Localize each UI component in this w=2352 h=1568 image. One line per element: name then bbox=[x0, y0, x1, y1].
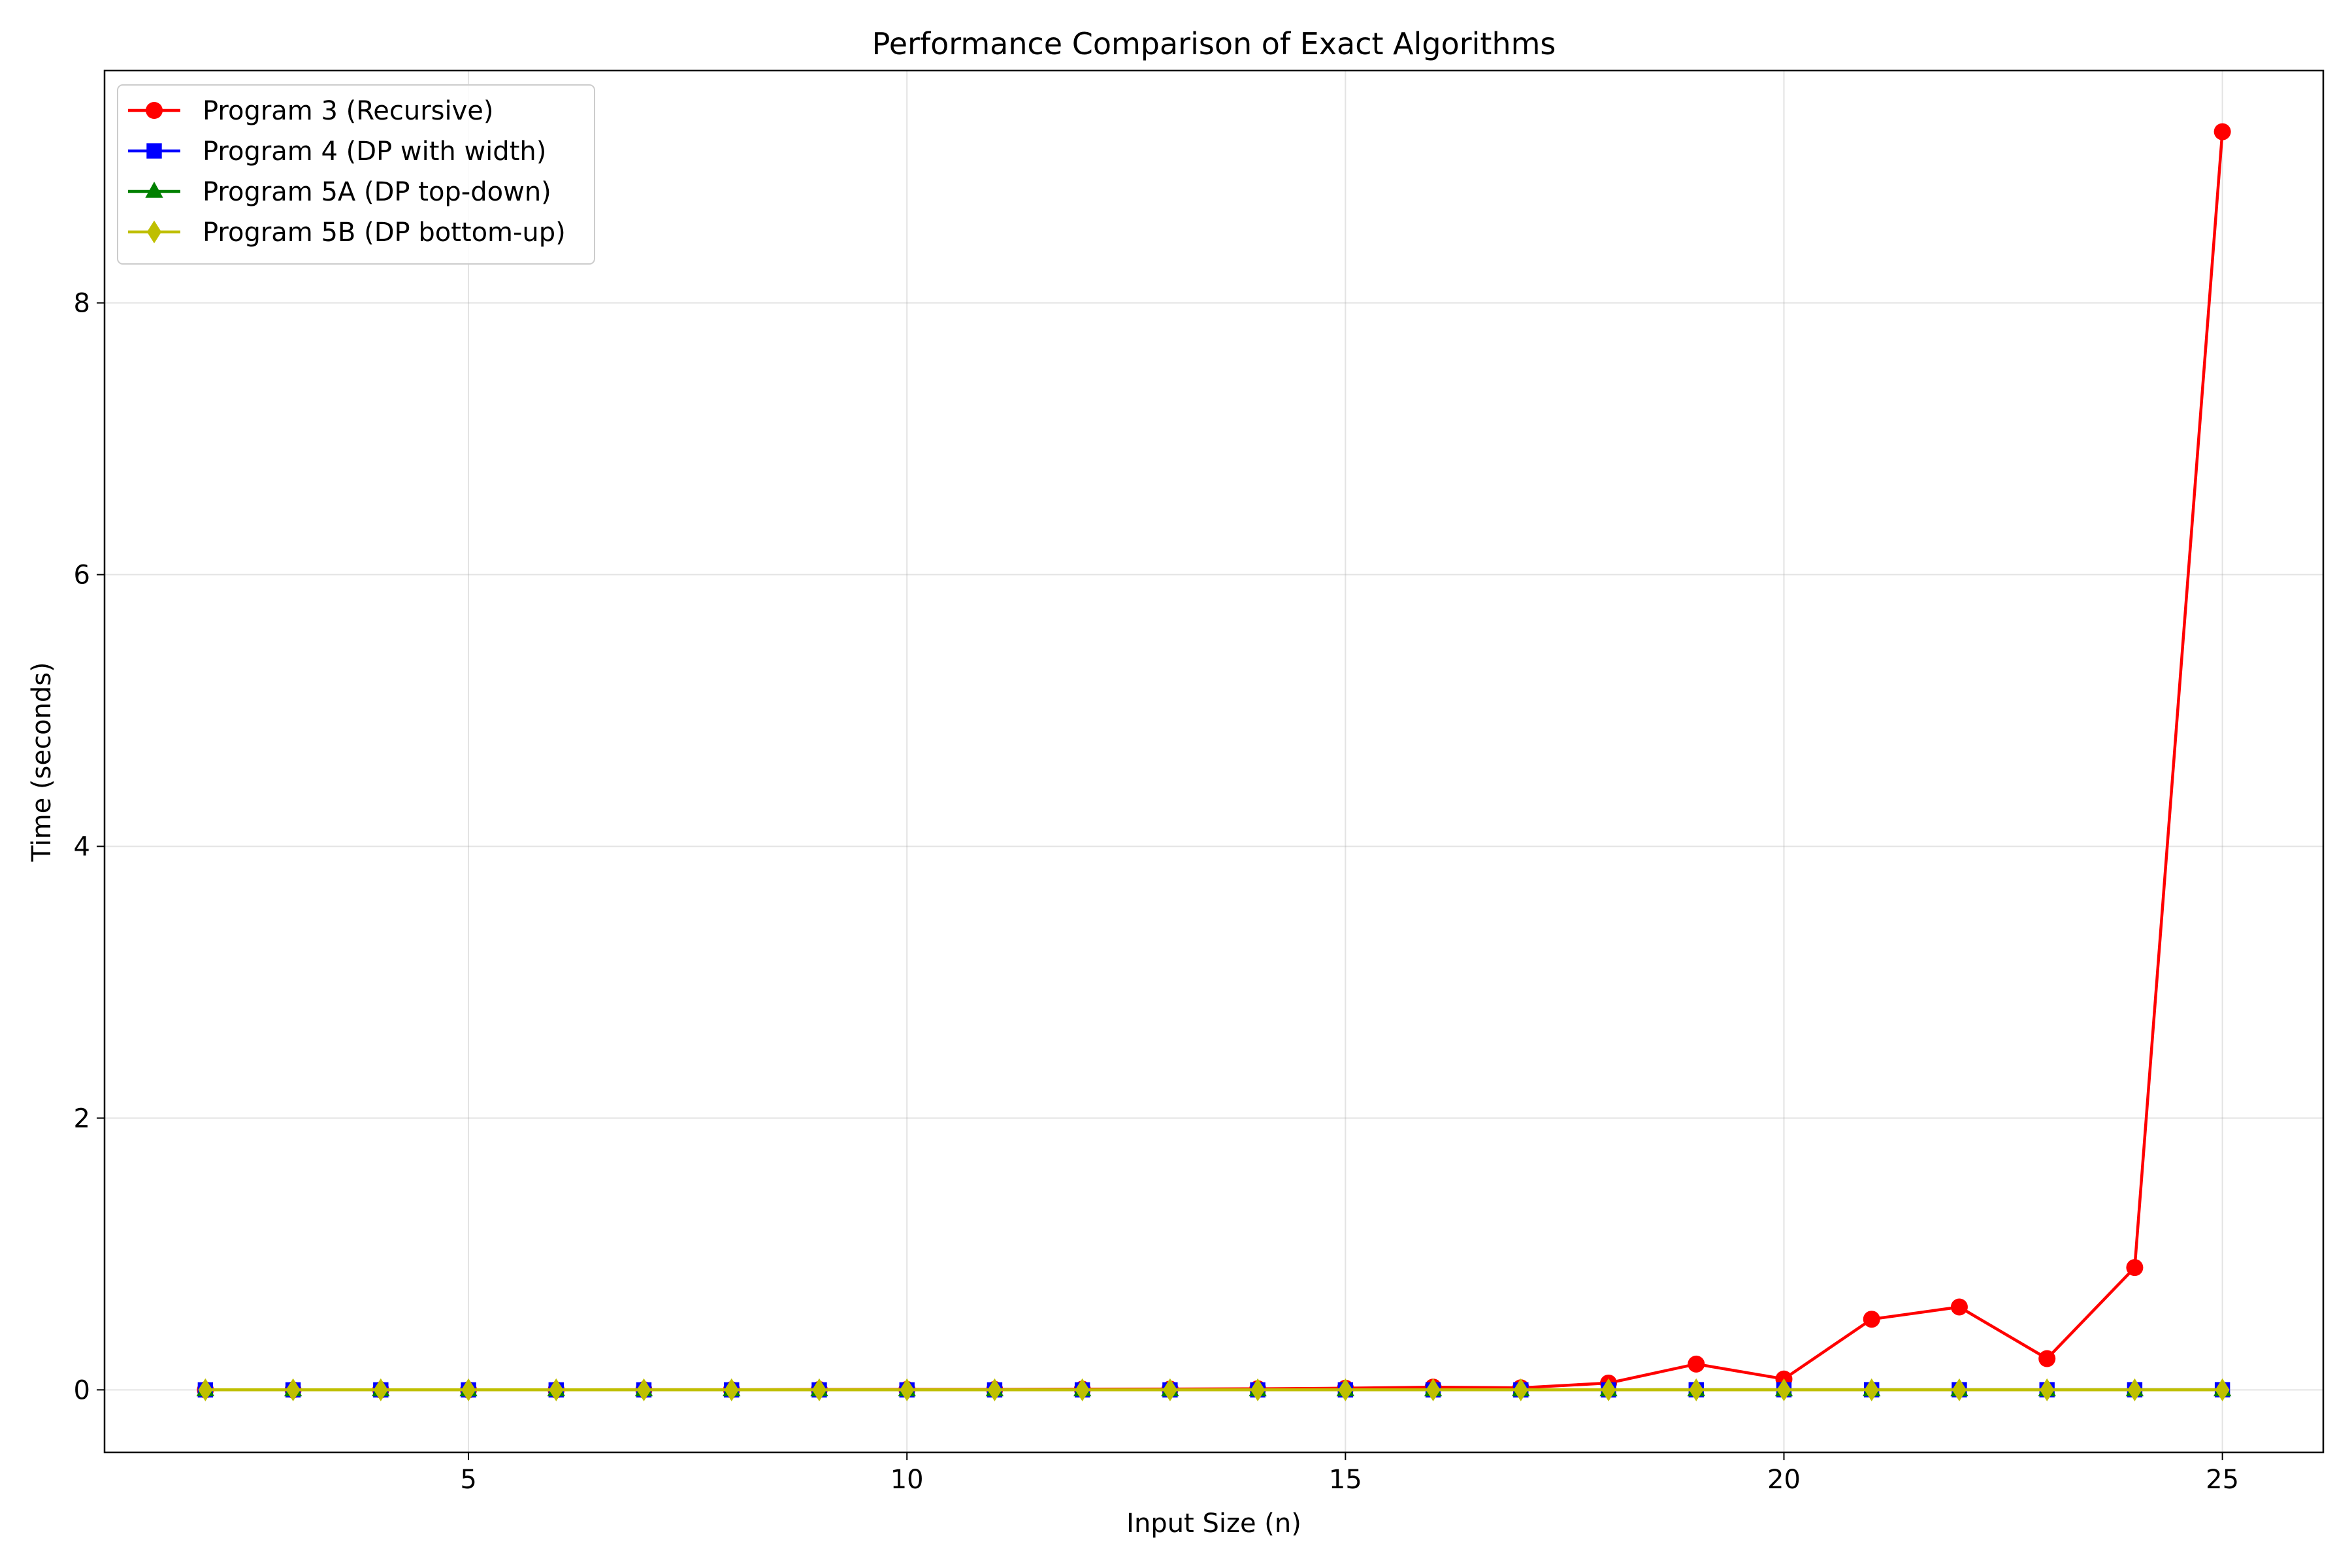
point bbox=[2040, 1378, 2055, 1401]
point bbox=[2126, 1259, 2144, 1277]
series-layer bbox=[196, 123, 2232, 1401]
y-tick-label: 6 bbox=[74, 561, 90, 591]
x-tick-label: 25 bbox=[2206, 1465, 2239, 1495]
series-4 bbox=[198, 1378, 2230, 1401]
plot-frame bbox=[103, 69, 2325, 1454]
y-axis-label: Time (seconds) bbox=[27, 662, 57, 862]
axis-ticks: 5 10 15 20 25 0 2 4 6 8 bbox=[74, 289, 2240, 1495]
legend-label: Program 5B (DP bottom-up) bbox=[203, 218, 566, 248]
point bbox=[2215, 1378, 2230, 1401]
point bbox=[1688, 1355, 1705, 1373]
point bbox=[146, 220, 162, 244]
x-tick-label: 20 bbox=[1767, 1465, 1801, 1495]
point bbox=[145, 182, 163, 198]
legend-item: Program 5B (DP bottom-up) bbox=[128, 218, 566, 248]
x-axis-label: Input Size (n) bbox=[1126, 1509, 1301, 1539]
y-tick-label: 2 bbox=[74, 1103, 90, 1134]
legend-box bbox=[117, 84, 595, 265]
point bbox=[1162, 1378, 1177, 1401]
point bbox=[373, 1378, 388, 1401]
legend-item: Program 5A (DP top-down) bbox=[128, 177, 551, 207]
point bbox=[1864, 1378, 1879, 1401]
point bbox=[1513, 1378, 1528, 1401]
x-tick-label: 10 bbox=[890, 1465, 924, 1495]
point bbox=[1952, 1378, 1967, 1401]
point bbox=[1776, 1378, 1791, 1401]
point bbox=[987, 1378, 1002, 1401]
legend-item: Program 3 (Recursive) bbox=[128, 96, 494, 126]
point bbox=[1250, 1378, 1266, 1401]
point bbox=[1426, 1378, 1441, 1401]
point bbox=[1601, 1378, 1616, 1401]
point bbox=[1950, 1298, 1968, 1316]
point bbox=[286, 1378, 301, 1401]
chart-title: Performance Comparison of Exact Algorith… bbox=[872, 26, 1556, 61]
point bbox=[549, 1378, 564, 1401]
legend-label: Program 5A (DP top-down) bbox=[203, 177, 551, 207]
point bbox=[198, 1378, 213, 1401]
point bbox=[900, 1378, 915, 1401]
point bbox=[724, 1378, 739, 1401]
point bbox=[2038, 1350, 2056, 1367]
x-tick-label: 5 bbox=[460, 1465, 476, 1495]
point bbox=[2127, 1378, 2142, 1401]
x-tick-label: 15 bbox=[1329, 1465, 1362, 1495]
point bbox=[636, 1378, 651, 1401]
y-tick-label: 0 bbox=[74, 1375, 90, 1405]
point bbox=[1075, 1378, 1090, 1401]
point bbox=[811, 1378, 827, 1401]
point bbox=[2213, 123, 2231, 140]
point bbox=[1689, 1378, 1704, 1401]
point bbox=[1338, 1378, 1353, 1401]
legend-label: Program 3 (Recursive) bbox=[203, 96, 494, 126]
point bbox=[461, 1378, 476, 1401]
point bbox=[146, 102, 163, 119]
legend-label: Program 4 (DP with width) bbox=[203, 137, 546, 167]
point bbox=[146, 143, 162, 159]
y-tick-label: 4 bbox=[74, 832, 90, 862]
legend: Program 3 (Recursive) Program 4 (DP with … bbox=[117, 84, 595, 265]
point bbox=[1863, 1311, 1880, 1328]
legend-item: Program 4 (DP with width) bbox=[128, 137, 546, 167]
y-tick-label: 8 bbox=[74, 289, 90, 319]
